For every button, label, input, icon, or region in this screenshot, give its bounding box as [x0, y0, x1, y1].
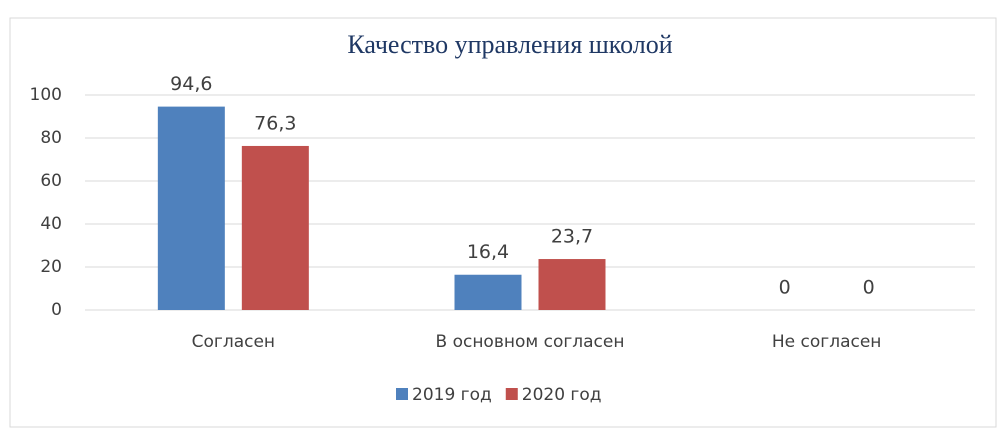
y-tick-label: 0 [51, 300, 62, 320]
y-tick-label: 60 [40, 171, 62, 191]
data-label: 23,7 [551, 226, 593, 248]
legend-swatch [505, 388, 518, 400]
y-tick-label: 40 [40, 214, 62, 234]
x-tick-label: Не согласен [772, 332, 882, 352]
data-label: 76,3 [254, 112, 296, 134]
data-label: 94,6 [170, 73, 212, 95]
x-tick-label: В основном согласен [436, 332, 625, 352]
bar [454, 274, 522, 310]
chart-title: Качество управления школой [347, 30, 672, 59]
data-label: 0 [863, 277, 875, 299]
data-label: 0 [779, 277, 791, 299]
legend-swatch [396, 388, 408, 400]
bar [157, 106, 225, 310]
legend-label: 2019 год [412, 385, 492, 405]
bar [241, 145, 309, 310]
x-tick-label: Согласен [192, 332, 275, 352]
data-label: 16,4 [467, 241, 509, 263]
y-tick-label: 100 [30, 85, 62, 105]
y-tick-label: 20 [40, 257, 62, 277]
y-tick-label: 80 [40, 128, 62, 148]
bar [538, 259, 606, 310]
legend-label: 2020 год [522, 385, 602, 405]
